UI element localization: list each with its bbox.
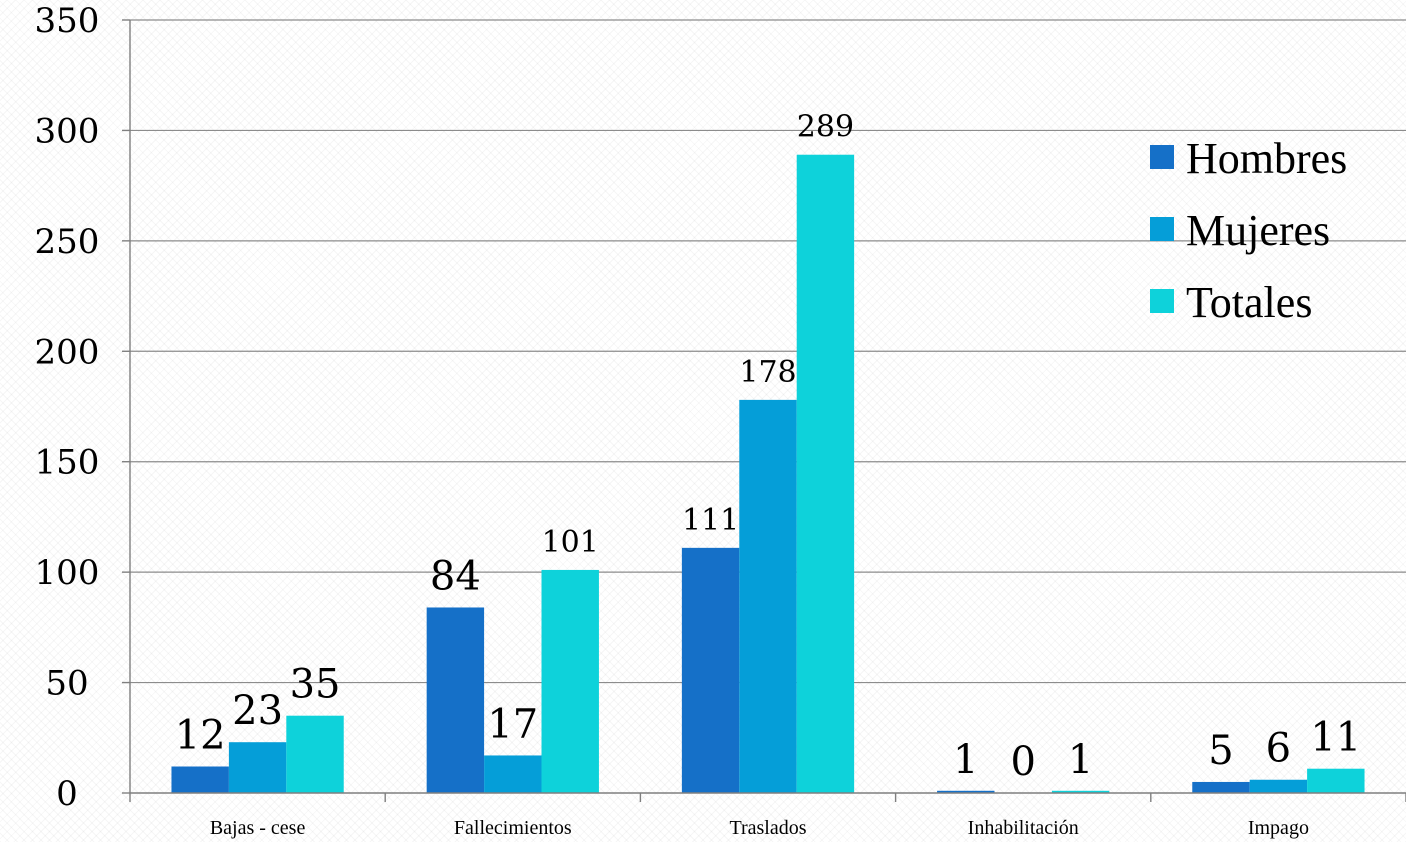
bar-mujeres-4	[1249, 779, 1308, 793]
legend: Hombres Mujeres Totales	[1150, 134, 1347, 327]
legend-swatch-mujeres	[1150, 217, 1174, 241]
bar-hombres-2	[681, 547, 740, 793]
x-tick-label: Impago	[1248, 817, 1309, 839]
bar-totales-0	[286, 715, 344, 793]
data-label: 1	[953, 737, 978, 783]
y-tick-label: 100	[35, 553, 100, 593]
data-label: 35	[290, 662, 341, 708]
bar-mujeres-1	[484, 755, 542, 793]
legend-label-hombres: Hombres	[1186, 134, 1347, 183]
x-axis: Bajas - cese Fallecimientos Traslados Inhab…	[129, 792, 1406, 839]
data-label: 17	[487, 701, 538, 747]
data-label: 1	[1068, 737, 1093, 783]
data-label: 101	[542, 525, 599, 560]
x-tick-label: Inhabilitación	[968, 817, 1079, 839]
data-label: 11	[1310, 715, 1361, 761]
x-tick-label: Fallecimientos	[454, 817, 572, 839]
y-tick-label: 50	[45, 664, 88, 704]
bar-totales-1	[541, 569, 599, 793]
legend-swatch-hombres	[1150, 145, 1174, 169]
bar-mujeres-0	[228, 742, 287, 793]
data-label: 12	[175, 712, 226, 758]
bar-mujeres-2	[739, 399, 797, 793]
bar-totales-3	[1051, 790, 1110, 793]
x-tick-label: Bajas - cese	[210, 817, 306, 839]
data-label: 6	[1266, 726, 1291, 772]
bar-hombres-0	[171, 766, 229, 793]
y-tick-label: 350	[35, 1, 100, 41]
bar-hombres-4	[1192, 781, 1250, 793]
data-label: 5	[1208, 728, 1233, 774]
y-tick-label: 300	[35, 111, 100, 151]
bar-hombres-1	[426, 607, 485, 793]
y-tick-label: 250	[35, 222, 100, 262]
data-label: 289	[797, 110, 854, 145]
data-label: 84	[430, 553, 481, 599]
data-label: 0	[1010, 739, 1035, 785]
legend-swatch-totales	[1150, 289, 1174, 313]
y-tick-label: 150	[35, 443, 100, 483]
data-label: 178	[739, 355, 796, 390]
legend-label-mujeres: Mujeres	[1186, 206, 1330, 255]
bars	[171, 154, 1365, 794]
bar-totales-2	[796, 154, 855, 794]
x-tick-label: Traslados	[729, 817, 806, 839]
legend-label-totales: Totales	[1186, 278, 1312, 327]
y-tick-label: 0	[56, 774, 78, 814]
data-label: 23	[232, 688, 283, 734]
bar-hombres-3	[937, 790, 995, 793]
data-label: 111	[682, 503, 739, 538]
y-tick-label: 200	[35, 332, 100, 372]
y-axis: 0 50 100 150 200 250 300 350	[35, 1, 131, 814]
bar-totales-4	[1307, 768, 1365, 793]
